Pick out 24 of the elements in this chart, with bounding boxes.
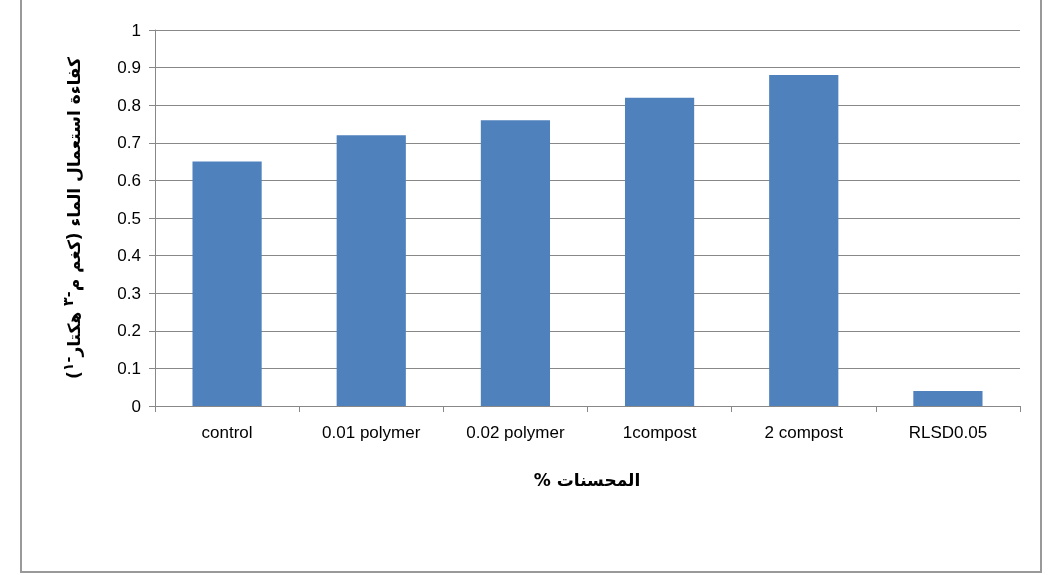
y-tick-label: 0.4 [117, 246, 141, 266]
y-tick-label: 0.2 [117, 321, 141, 341]
y-tick-label: 0.1 [117, 358, 141, 378]
y-tick-label: 0.7 [117, 133, 141, 153]
bar [913, 390, 983, 406]
y-tick-label: 0.6 [117, 170, 141, 190]
x-tick-label: 0.02 polymer [466, 423, 565, 442]
x-tick-label: 0.01 polymer [322, 423, 421, 442]
y-tick-label: 0.5 [117, 208, 141, 228]
y-tick-label: 0.8 [117, 95, 141, 115]
x-tick-label: 2 compost [764, 423, 844, 442]
bar [336, 135, 406, 406]
x-tick-label: 1compost [622, 423, 697, 442]
bar [192, 161, 262, 406]
y-tick-label: 1 [131, 20, 141, 40]
x-tick-label: control [201, 423, 253, 442]
y-tick-label: 0.3 [117, 283, 141, 303]
bar [624, 97, 695, 406]
y-tick-label: 0.9 [117, 58, 141, 78]
x-axis-title: المحسنات % [533, 470, 641, 490]
x-tick-label: RLSD0.05 [908, 423, 988, 442]
bar [480, 120, 551, 406]
y-tick-label: 0 [131, 396, 141, 416]
bar [769, 75, 839, 406]
